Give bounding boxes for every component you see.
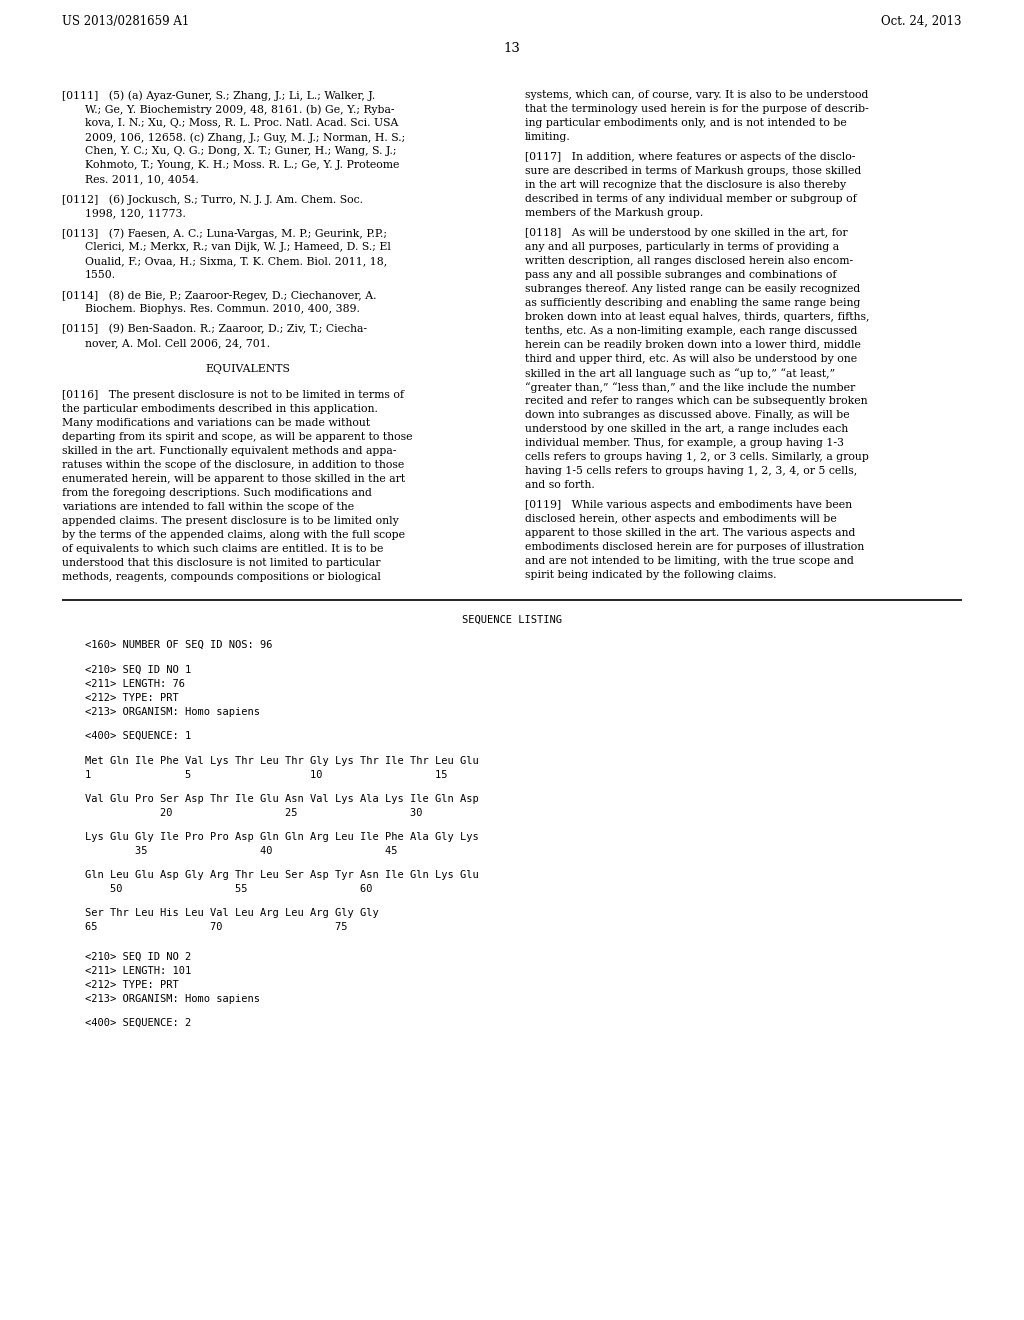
Text: sure are described in terms of Markush groups, those skilled: sure are described in terms of Markush g… bbox=[525, 166, 861, 176]
Text: [0115]   (9) Ben-Saadon. R.; Zaaroor, D.; Ziv, T.; Ciecha-: [0115] (9) Ben-Saadon. R.; Zaaroor, D.; … bbox=[62, 323, 367, 334]
Text: 65                  70                  75: 65 70 75 bbox=[85, 921, 347, 932]
Text: [0116]   The present disclosure is not to be limited in terms of: [0116] The present disclosure is not to … bbox=[62, 389, 404, 400]
Text: 1               5                   10                  15: 1 5 10 15 bbox=[85, 770, 447, 780]
Text: Biochem. Biophys. Res. Commun. 2010, 400, 389.: Biochem. Biophys. Res. Commun. 2010, 400… bbox=[85, 304, 359, 314]
Text: skilled in the art all language such as “up to,” “at least,”: skilled in the art all language such as … bbox=[525, 368, 836, 379]
Text: US 2013/0281659 A1: US 2013/0281659 A1 bbox=[62, 15, 189, 28]
Text: Gln Leu Glu Asp Gly Arg Thr Leu Ser Asp Tyr Asn Ile Gln Lys Glu: Gln Leu Glu Asp Gly Arg Thr Leu Ser Asp … bbox=[85, 870, 479, 880]
Text: 13: 13 bbox=[504, 42, 520, 55]
Text: from the foregoing descriptions. Such modifications and: from the foregoing descriptions. Such mo… bbox=[62, 488, 372, 498]
Text: Res. 2011, 10, 4054.: Res. 2011, 10, 4054. bbox=[85, 174, 199, 183]
Text: herein can be readily broken down into a lower third, middle: herein can be readily broken down into a… bbox=[525, 341, 861, 350]
Text: <210> SEQ ID NO 1: <210> SEQ ID NO 1 bbox=[85, 665, 191, 675]
Text: ratuses within the scope of the disclosure, in addition to those: ratuses within the scope of the disclosu… bbox=[62, 459, 404, 470]
Text: Many modifications and variations can be made without: Many modifications and variations can be… bbox=[62, 418, 370, 428]
Text: the particular embodiments described in this application.: the particular embodiments described in … bbox=[62, 404, 378, 414]
Text: 2009, 106, 12658. (c) Zhang, J.; Guy, M. J.; Norman, H. S.;: 2009, 106, 12658. (c) Zhang, J.; Guy, M.… bbox=[85, 132, 406, 143]
Text: <213> ORGANISM: Homo sapiens: <213> ORGANISM: Homo sapiens bbox=[85, 708, 260, 717]
Text: [0119]   While various aspects and embodiments have been: [0119] While various aspects and embodim… bbox=[525, 500, 852, 510]
Text: 1998, 120, 11773.: 1998, 120, 11773. bbox=[85, 209, 186, 218]
Text: [0114]   (8) de Bie, P.; Zaaroor-Regev, D.; Ciechanover, A.: [0114] (8) de Bie, P.; Zaaroor-Regev, D.… bbox=[62, 290, 377, 301]
Text: SEQUENCE LISTING: SEQUENCE LISTING bbox=[462, 615, 562, 624]
Text: Clerici, M.; Merkx, R.; van Dijk, W. J.; Hameed, D. S.; El: Clerici, M.; Merkx, R.; van Dijk, W. J.;… bbox=[85, 242, 391, 252]
Text: nover, A. Mol. Cell 2006, 24, 701.: nover, A. Mol. Cell 2006, 24, 701. bbox=[85, 338, 270, 348]
Text: members of the Markush group.: members of the Markush group. bbox=[525, 209, 703, 218]
Text: [0113]   (7) Faesen, A. C.; Luna-Vargas, M. P.; Geurink, P.P.;: [0113] (7) Faesen, A. C.; Luna-Vargas, M… bbox=[62, 228, 387, 239]
Text: tenths, etc. As a non-limiting example, each range discussed: tenths, etc. As a non-limiting example, … bbox=[525, 326, 857, 337]
Text: methods, reagents, compounds compositions or biological: methods, reagents, compounds composition… bbox=[62, 572, 381, 582]
Text: <210> SEQ ID NO 2: <210> SEQ ID NO 2 bbox=[85, 952, 191, 962]
Text: disclosed herein, other aspects and embodiments will be: disclosed herein, other aspects and embo… bbox=[525, 513, 837, 524]
Text: 1550.: 1550. bbox=[85, 271, 116, 280]
Text: <212> TYPE: PRT: <212> TYPE: PRT bbox=[85, 693, 179, 704]
Text: embodiments disclosed herein are for purposes of illustration: embodiments disclosed herein are for pur… bbox=[525, 543, 864, 552]
Text: systems, which can, of course, vary. It is also to be understood: systems, which can, of course, vary. It … bbox=[525, 90, 868, 100]
Text: any and all purposes, particularly in terms of providing a: any and all purposes, particularly in te… bbox=[525, 242, 839, 252]
Text: 35                  40                  45: 35 40 45 bbox=[85, 846, 397, 855]
Text: having 1-5 cells refers to groups having 1, 2, 3, 4, or 5 cells,: having 1-5 cells refers to groups having… bbox=[525, 466, 857, 477]
Text: ing particular embodiments only, and is not intended to be: ing particular embodiments only, and is … bbox=[525, 117, 847, 128]
Text: pass any and all possible subranges and combinations of: pass any and all possible subranges and … bbox=[525, 271, 837, 280]
Text: EQUIVALENTS: EQUIVALENTS bbox=[206, 364, 291, 374]
Text: Ser Thr Leu His Leu Val Leu Arg Leu Arg Gly Gly: Ser Thr Leu His Leu Val Leu Arg Leu Arg … bbox=[85, 908, 379, 917]
Text: W.; Ge, Y. Biochemistry 2009, 48, 8161. (b) Ge, Y.; Ryba-: W.; Ge, Y. Biochemistry 2009, 48, 8161. … bbox=[85, 104, 394, 115]
Text: individual member. Thus, for example, a group having 1-3: individual member. Thus, for example, a … bbox=[525, 438, 844, 447]
Text: <400> SEQUENCE: 2: <400> SEQUENCE: 2 bbox=[85, 1018, 191, 1028]
Text: Oct. 24, 2013: Oct. 24, 2013 bbox=[882, 15, 962, 28]
Text: departing from its spirit and scope, as will be apparent to those: departing from its spirit and scope, as … bbox=[62, 432, 413, 442]
Text: 20                  25                  30: 20 25 30 bbox=[85, 808, 423, 818]
Text: spirit being indicated by the following claims.: spirit being indicated by the following … bbox=[525, 570, 776, 579]
Text: apparent to those skilled in the art. The various aspects and: apparent to those skilled in the art. Th… bbox=[525, 528, 855, 539]
Text: <160> NUMBER OF SEQ ID NOS: 96: <160> NUMBER OF SEQ ID NOS: 96 bbox=[85, 640, 272, 649]
Text: and are not intended to be limiting, with the true scope and: and are not intended to be limiting, wit… bbox=[525, 556, 854, 566]
Text: subranges thereof. Any listed range can be easily recognized: subranges thereof. Any listed range can … bbox=[525, 284, 860, 294]
Text: that the terminology used herein is for the purpose of describ-: that the terminology used herein is for … bbox=[525, 104, 868, 114]
Text: <400> SEQUENCE: 1: <400> SEQUENCE: 1 bbox=[85, 731, 191, 741]
Text: <213> ORGANISM: Homo sapiens: <213> ORGANISM: Homo sapiens bbox=[85, 994, 260, 1005]
Text: variations are intended to fall within the scope of the: variations are intended to fall within t… bbox=[62, 502, 354, 512]
Text: understood that this disclosure is not limited to particular: understood that this disclosure is not l… bbox=[62, 558, 381, 568]
Text: described in terms of any individual member or subgroup of: described in terms of any individual mem… bbox=[525, 194, 857, 205]
Text: Val Glu Pro Ser Asp Thr Ile Glu Asn Val Lys Ala Lys Ile Gln Asp: Val Glu Pro Ser Asp Thr Ile Glu Asn Val … bbox=[85, 795, 479, 804]
Text: Lys Glu Gly Ile Pro Pro Asp Gln Gln Arg Leu Ile Phe Ala Gly Lys: Lys Glu Gly Ile Pro Pro Asp Gln Gln Arg … bbox=[85, 832, 479, 842]
Text: down into subranges as discussed above. Finally, as will be: down into subranges as discussed above. … bbox=[525, 411, 850, 420]
Text: kova, I. N.; Xu, Q.; Moss, R. L. Proc. Natl. Acad. Sci. USA: kova, I. N.; Xu, Q.; Moss, R. L. Proc. N… bbox=[85, 117, 398, 128]
Text: appended claims. The present disclosure is to be limited only: appended claims. The present disclosure … bbox=[62, 516, 398, 525]
Text: [0112]   (6) Jockusch, S.; Turro, N. J. J. Am. Chem. Soc.: [0112] (6) Jockusch, S.; Turro, N. J. J.… bbox=[62, 194, 362, 205]
Text: [0117]   In addition, where features or aspects of the disclo-: [0117] In addition, where features or as… bbox=[525, 152, 855, 162]
Text: limiting.: limiting. bbox=[525, 132, 570, 143]
Text: broken down into at least equal halves, thirds, quarters, fifths,: broken down into at least equal halves, … bbox=[525, 312, 869, 322]
Text: Chen, Y. C.; Xu, Q. G.; Dong, X. T.; Guner, H.; Wang, S. J.;: Chen, Y. C.; Xu, Q. G.; Dong, X. T.; Gun… bbox=[85, 147, 396, 156]
Text: recited and refer to ranges which can be subsequently broken: recited and refer to ranges which can be… bbox=[525, 396, 867, 407]
Text: enumerated herein, will be apparent to those skilled in the art: enumerated herein, will be apparent to t… bbox=[62, 474, 406, 484]
Text: Met Gln Ile Phe Val Lys Thr Leu Thr Gly Lys Thr Ile Thr Leu Glu: Met Gln Ile Phe Val Lys Thr Leu Thr Gly … bbox=[85, 756, 479, 766]
Text: by the terms of the appended claims, along with the full scope: by the terms of the appended claims, alo… bbox=[62, 531, 406, 540]
Text: third and upper third, etc. As will also be understood by one: third and upper third, etc. As will also… bbox=[525, 354, 857, 364]
Text: Oualid, F.; Ovaa, H.; Sixma, T. K. Chem. Biol. 2011, 18,: Oualid, F.; Ovaa, H.; Sixma, T. K. Chem.… bbox=[85, 256, 387, 267]
Text: in the art will recognize that the disclosure is also thereby: in the art will recognize that the discl… bbox=[525, 180, 846, 190]
Text: [0111]   (5) (a) Ayaz-Guner, S.; Zhang, J.; Li, L.; Walker, J.: [0111] (5) (a) Ayaz-Guner, S.; Zhang, J.… bbox=[62, 90, 375, 100]
Text: cells refers to groups having 1, 2, or 3 cells. Similarly, a group: cells refers to groups having 1, 2, or 3… bbox=[525, 451, 869, 462]
Text: <212> TYPE: PRT: <212> TYPE: PRT bbox=[85, 979, 179, 990]
Text: 50                  55                  60: 50 55 60 bbox=[85, 884, 373, 894]
Text: and so forth.: and so forth. bbox=[525, 480, 595, 490]
Text: of equivalents to which such claims are entitled. It is to be: of equivalents to which such claims are … bbox=[62, 544, 383, 554]
Text: as sufficiently describing and enabling the same range being: as sufficiently describing and enabling … bbox=[525, 298, 860, 308]
Text: [0118]   As will be understood by one skilled in the art, for: [0118] As will be understood by one skil… bbox=[525, 228, 848, 238]
Text: skilled in the art. Functionally equivalent methods and appa-: skilled in the art. Functionally equival… bbox=[62, 446, 396, 455]
Text: “greater than,” “less than,” and the like include the number: “greater than,” “less than,” and the lik… bbox=[525, 381, 855, 393]
Text: <211> LENGTH: 101: <211> LENGTH: 101 bbox=[85, 966, 191, 975]
Text: Kohmoto, T.; Young, K. H.; Moss. R. L.; Ge, Y. J. Proteome: Kohmoto, T.; Young, K. H.; Moss. R. L.; … bbox=[85, 160, 399, 170]
Text: <211> LENGTH: 76: <211> LENGTH: 76 bbox=[85, 678, 185, 689]
Text: understood by one skilled in the art, a range includes each: understood by one skilled in the art, a … bbox=[525, 424, 848, 434]
Text: written description, all ranges disclosed herein also encom-: written description, all ranges disclose… bbox=[525, 256, 853, 267]
